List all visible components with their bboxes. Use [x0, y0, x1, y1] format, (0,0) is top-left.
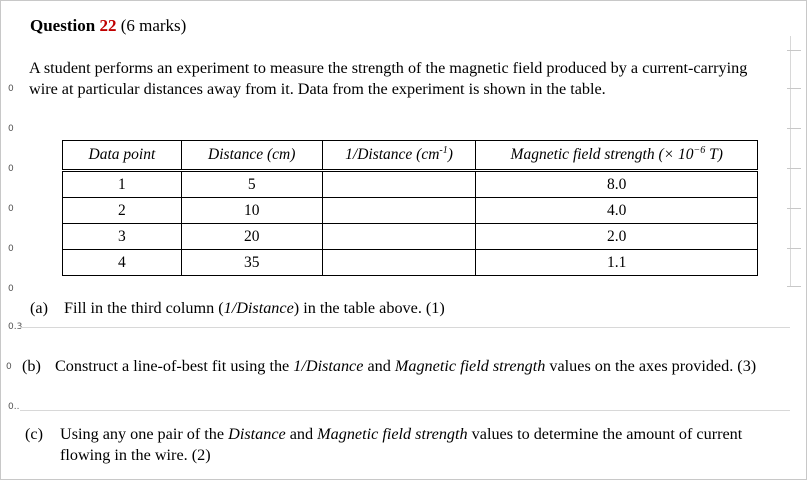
cell-field: 1.1: [475, 249, 758, 276]
cell-inverse[interactable]: [321, 223, 477, 250]
cell-point: 4: [62, 249, 182, 276]
part-c: (c) Using any one pair of the Distance a…: [25, 424, 795, 468]
part-a: (a) Fill in the third column (1/Distance…: [30, 298, 770, 320]
margin-tag: 0: [8, 164, 14, 174]
part-b-text: Construct a line-of-best fit using the 1…: [55, 357, 757, 375]
separator: [20, 327, 790, 328]
question-number: 22: [99, 16, 117, 35]
cell-distance: 20: [180, 223, 323, 250]
part-a-text: Fill in the third column (1/Distance) in…: [64, 299, 445, 317]
margin-tag: 0: [8, 244, 14, 254]
question-title: Question 22 (6 marks): [30, 16, 186, 36]
question-intro: A student performs an experiment to meas…: [29, 59, 748, 98]
table-row: 1 5 8.0: [62, 169, 758, 198]
answer-dash: [787, 286, 801, 287]
part-a-label: (a): [30, 299, 48, 317]
margin-tag: 0.3: [8, 322, 23, 332]
margin-tag: 0..: [8, 402, 20, 412]
cell-point: 1: [62, 169, 182, 198]
question-marks: (6 marks): [120, 16, 187, 35]
cell-point: 3: [62, 223, 182, 250]
cell-point: 2: [62, 197, 182, 224]
cell-distance: 5: [180, 169, 323, 198]
table-row: 3 20 2.0: [62, 223, 758, 250]
margin-tag: 0: [6, 362, 12, 372]
answer-dash: [787, 50, 801, 51]
separator: [20, 410, 790, 411]
table-row: 2 10 4.0: [62, 197, 758, 224]
margin-tag: 0: [8, 84, 14, 94]
header-field-strength: Magnetic field strength (× 10−6 T): [475, 140, 758, 171]
margin-rule: [790, 36, 791, 286]
header-data-point: Data point: [62, 140, 182, 171]
answer-dash: [787, 248, 801, 249]
answer-dash: [787, 208, 801, 209]
cell-field: 8.0: [475, 169, 758, 198]
table-header-row: Data point Distance (cm) 1/Distance (cm-…: [62, 140, 758, 171]
cell-distance: 35: [180, 249, 323, 276]
cell-inverse[interactable]: [321, 249, 477, 276]
margin-tag: 0: [8, 204, 14, 214]
part-b-label: (b): [22, 357, 41, 375]
part-b: (b) Construct a line-of-best fit using t…: [22, 356, 782, 400]
question-label: Question: [30, 16, 96, 35]
data-table: Data point Distance (cm) 1/Distance (cm-…: [62, 140, 758, 276]
answer-dash: [787, 128, 801, 129]
answer-dash: [787, 88, 801, 89]
margin-tag: 0: [8, 124, 14, 134]
cell-field: 4.0: [475, 197, 758, 224]
margin-tag: 0: [8, 284, 14, 294]
part-c-text: Using any one pair of the Distance and M…: [60, 425, 743, 464]
cell-inverse[interactable]: [321, 197, 477, 224]
header-distance: Distance (cm): [180, 140, 323, 171]
cell-field: 2.0: [475, 223, 758, 250]
table-row: 4 35 1.1: [62, 249, 758, 276]
cell-inverse[interactable]: [321, 169, 477, 198]
answer-dash: [787, 168, 801, 169]
header-inverse-distance: 1/Distance (cm-1): [321, 140, 477, 171]
cell-distance: 10: [180, 197, 323, 224]
part-c-label: (c): [25, 425, 43, 443]
